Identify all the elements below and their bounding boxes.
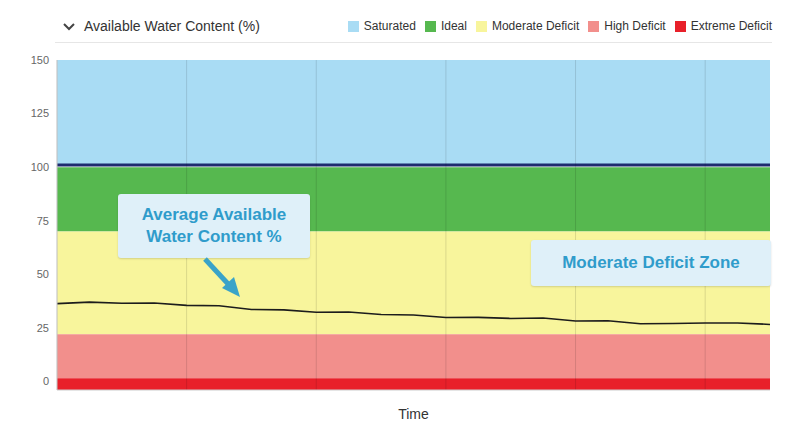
html-text:Moderate Deficit: Moderate Deficit <box>491 19 580 33</box>
svg-text:150: 150 <box>31 54 49 66</box>
html-text:Average Available Water Conten: Average Available Water Content % <box>141 205 287 246</box>
svg-text:50: 50 <box>37 268 49 280</box>
html-text:Available Water Content (%): Available Water Content (%) <box>84 18 260 34</box>
html-text:Saturated: Saturated <box>363 19 416 33</box>
svg-text:75: 75 <box>37 215 49 227</box>
html-text:Ideal: Ideal <box>440 19 467 33</box>
svg-text:25: 25 <box>37 322 49 334</box>
html-text:Extreme Deficit: Extreme Deficit <box>690 19 772 33</box>
svg-text:100: 100 <box>31 161 49 173</box>
svg-text:Time: Time <box>398 406 429 422</box>
html-text:High Deficit: High Deficit <box>604 19 666 33</box>
svg-text:0: 0 <box>43 375 49 387</box>
svg-text:125: 125 <box>31 107 49 119</box>
html-text:Moderate Deficit Zone: Moderate Deficit Zone <box>562 253 740 272</box>
